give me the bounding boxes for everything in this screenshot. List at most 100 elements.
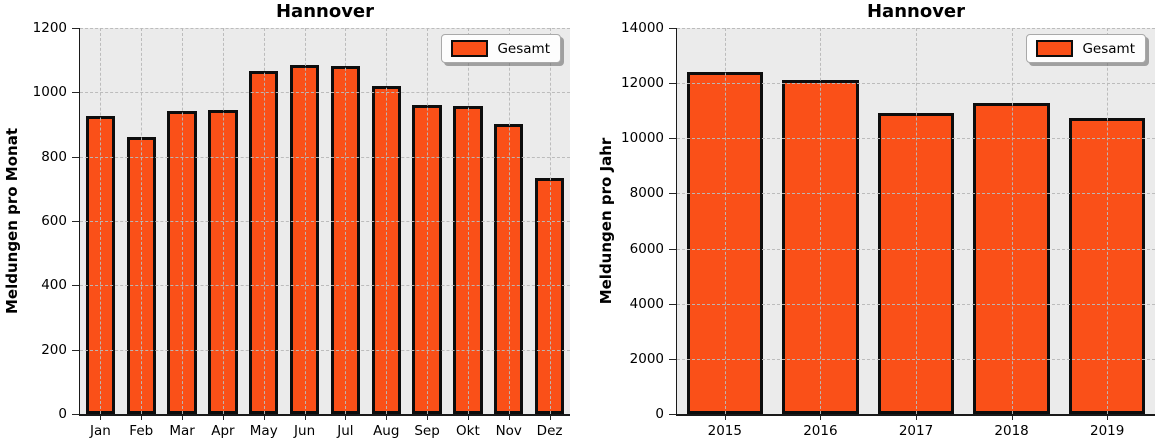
y-tick-label: 0	[655, 406, 664, 422]
gridline-horizontal	[80, 92, 570, 94]
gridline-horizontal	[80, 28, 570, 29]
bar-feb	[126, 136, 156, 414]
y-axis-spine	[675, 28, 677, 416]
legend-swatch	[1036, 40, 1074, 57]
gridline-vertical	[467, 28, 469, 414]
x-tick-mark	[820, 414, 822, 420]
y-tick-label: 14000	[621, 20, 664, 36]
y-tick-mark	[669, 83, 676, 85]
x-axis-spine	[675, 414, 1155, 416]
gridline-vertical	[100, 28, 102, 414]
legend-label: Gesamt	[497, 40, 550, 57]
gridline-vertical	[263, 28, 265, 414]
x-tick-label: Apr	[211, 423, 235, 439]
gridline-vertical	[141, 28, 143, 414]
y-tick-mark	[72, 285, 79, 287]
bar-may	[249, 71, 279, 414]
x-tick-mark	[549, 414, 551, 420]
gridline-vertical	[724, 28, 726, 414]
gridline-vertical	[304, 28, 306, 414]
x-tick-mark	[222, 414, 224, 420]
x-tick-mark	[508, 414, 510, 420]
gridline-vertical	[427, 28, 429, 414]
x-tick-label: Aug	[373, 423, 400, 439]
x-tick-label: 2015	[707, 423, 742, 439]
x-tick-mark	[304, 414, 306, 420]
y-tick-mark	[72, 28, 79, 29]
gridline-vertical	[386, 28, 388, 414]
yearly-chart-panel: Hannover Meldungen pro Jahr Gesamt 0 2000…	[582, 0, 1164, 442]
y-tick-label: 1200	[32, 20, 67, 36]
x-tick-label: Jan	[90, 423, 111, 439]
legend: Gesamt	[441, 34, 561, 63]
y-tick-label: 4000	[629, 295, 664, 312]
x-tick-label: Sep	[414, 423, 440, 439]
x-tick-label: 2017	[898, 423, 934, 439]
y-tick-label: 800	[41, 148, 67, 165]
x-tick-label: 2019	[1090, 423, 1125, 439]
chart-title: Hannover	[275, 1, 375, 22]
y-tick-label: 200	[41, 341, 67, 358]
legend-label: Gesamt	[1082, 40, 1135, 57]
x-tick-label: Nov	[495, 423, 522, 439]
x-tick-mark	[467, 414, 469, 420]
y-tick-mark	[669, 358, 676, 360]
x-tick-label: Okt	[456, 423, 480, 439]
y-tick-label: 0	[58, 406, 67, 422]
bar-nov	[494, 123, 524, 414]
x-tick-mark	[916, 414, 917, 420]
x-tick-label: Jul	[337, 423, 354, 439]
gridline-vertical	[508, 28, 510, 414]
x-tick-label: Jun	[294, 423, 316, 439]
y-tick-mark	[669, 248, 676, 250]
x-tick-label: 2016	[803, 423, 838, 439]
y-tick-label: 12000	[621, 75, 664, 92]
gridline-vertical	[820, 28, 822, 414]
bar-2017	[877, 113, 955, 414]
legend: Gesamt	[1026, 34, 1146, 63]
gridline-vertical	[549, 28, 551, 414]
gridline-vertical	[222, 28, 224, 414]
x-tick-mark	[263, 414, 265, 420]
y-tick-label: 6000	[629, 240, 664, 257]
x-axis-spine	[78, 414, 570, 416]
plot-area: Gesamt	[677, 28, 1155, 414]
x-tick-label: 2018	[994, 423, 1029, 439]
y-tick-mark	[669, 193, 676, 195]
gridline-vertical	[1011, 28, 1013, 414]
x-tick-mark	[182, 414, 184, 420]
y-tick-label: 1000	[32, 84, 67, 101]
bar-aug	[371, 85, 401, 414]
x-tick-label: Mar	[169, 423, 195, 439]
y-tick-mark	[72, 349, 79, 351]
bar-apr	[208, 110, 238, 414]
y-tick-mark	[669, 414, 676, 415]
bar-jun	[289, 65, 320, 414]
x-tick-mark	[386, 414, 388, 420]
chart-title: Hannover	[866, 1, 966, 22]
bar-dez	[534, 177, 565, 414]
bar-2015	[686, 72, 764, 414]
bar-mar	[167, 111, 197, 414]
y-tick-mark	[669, 303, 676, 305]
x-tick-label: Dez	[536, 423, 563, 439]
x-tick-mark	[100, 414, 102, 420]
x-tick-mark	[345, 414, 347, 420]
bar-jan	[85, 116, 116, 414]
bar-jul	[330, 66, 361, 414]
y-tick-mark	[72, 92, 79, 94]
gridline-horizontal	[80, 285, 570, 287]
x-tick-label: May	[249, 423, 278, 439]
x-tick-label: Feb	[129, 423, 154, 439]
x-tick-mark	[724, 414, 726, 420]
gridline-vertical	[916, 28, 917, 414]
y-tick-label: 10000	[621, 130, 664, 147]
y-tick-label: 600	[41, 213, 67, 229]
y-tick-mark	[72, 156, 79, 158]
x-tick-mark	[427, 414, 429, 420]
y-tick-mark	[72, 221, 79, 222]
gridline-horizontal	[80, 349, 570, 351]
gridline-vertical	[1107, 28, 1109, 414]
gridline-vertical	[182, 28, 184, 414]
